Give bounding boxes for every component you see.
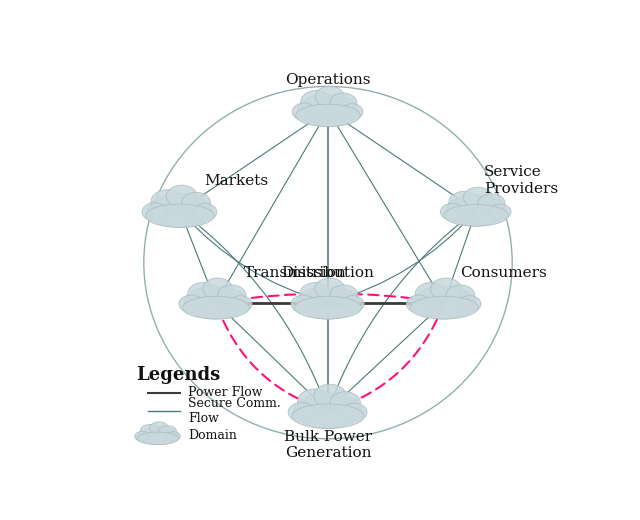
- Ellipse shape: [292, 103, 316, 120]
- Ellipse shape: [449, 191, 479, 213]
- Ellipse shape: [288, 402, 315, 422]
- Ellipse shape: [463, 187, 492, 207]
- Ellipse shape: [182, 296, 250, 319]
- Ellipse shape: [166, 185, 197, 207]
- Text: Domain: Domain: [188, 429, 237, 442]
- Ellipse shape: [301, 90, 332, 113]
- Ellipse shape: [159, 426, 177, 437]
- Ellipse shape: [458, 296, 481, 312]
- Ellipse shape: [188, 282, 220, 305]
- Ellipse shape: [138, 426, 178, 445]
- Ellipse shape: [330, 285, 358, 305]
- Ellipse shape: [314, 384, 346, 407]
- Ellipse shape: [291, 295, 316, 313]
- Ellipse shape: [150, 422, 168, 434]
- Ellipse shape: [341, 296, 364, 312]
- Ellipse shape: [296, 286, 360, 319]
- Ellipse shape: [431, 278, 461, 300]
- Ellipse shape: [184, 286, 248, 319]
- Ellipse shape: [298, 389, 332, 413]
- Ellipse shape: [406, 295, 431, 313]
- Ellipse shape: [342, 404, 367, 421]
- Ellipse shape: [229, 296, 252, 312]
- Ellipse shape: [218, 285, 246, 305]
- Ellipse shape: [166, 432, 180, 441]
- Ellipse shape: [203, 278, 232, 300]
- Ellipse shape: [446, 285, 475, 305]
- Ellipse shape: [146, 204, 214, 227]
- Ellipse shape: [292, 404, 364, 428]
- Ellipse shape: [151, 190, 184, 213]
- Ellipse shape: [478, 194, 505, 213]
- Ellipse shape: [142, 203, 167, 221]
- Ellipse shape: [440, 203, 464, 220]
- Ellipse shape: [147, 193, 212, 227]
- Ellipse shape: [330, 93, 357, 113]
- Ellipse shape: [193, 203, 217, 220]
- Ellipse shape: [445, 195, 507, 226]
- Ellipse shape: [444, 204, 509, 226]
- Ellipse shape: [300, 282, 332, 305]
- Text: Secure Comm.
Flow: Secure Comm. Flow: [188, 397, 280, 425]
- Ellipse shape: [296, 104, 360, 126]
- Text: Bulk Power
Generation: Bulk Power Generation: [284, 430, 372, 460]
- Text: Legends: Legends: [136, 366, 220, 384]
- Ellipse shape: [137, 432, 179, 445]
- Ellipse shape: [410, 296, 478, 319]
- Ellipse shape: [294, 393, 362, 428]
- Text: Power Flow: Power Flow: [188, 386, 262, 399]
- Ellipse shape: [294, 296, 362, 319]
- Ellipse shape: [179, 295, 204, 313]
- Ellipse shape: [412, 286, 477, 319]
- Ellipse shape: [134, 432, 150, 441]
- Ellipse shape: [330, 392, 360, 413]
- Text: Operations: Operations: [285, 73, 371, 87]
- Ellipse shape: [140, 424, 160, 437]
- Ellipse shape: [316, 86, 344, 107]
- Text: Transmission: Transmission: [244, 266, 347, 280]
- Text: Distribution: Distribution: [282, 266, 374, 280]
- Ellipse shape: [415, 282, 448, 305]
- Ellipse shape: [340, 103, 363, 120]
- Ellipse shape: [489, 204, 511, 219]
- Text: Consumers: Consumers: [460, 266, 547, 280]
- Ellipse shape: [315, 278, 345, 300]
- Ellipse shape: [298, 94, 358, 126]
- Ellipse shape: [182, 192, 211, 213]
- Text: Markets: Markets: [204, 174, 268, 188]
- Text: Service
Providers: Service Providers: [484, 165, 558, 196]
